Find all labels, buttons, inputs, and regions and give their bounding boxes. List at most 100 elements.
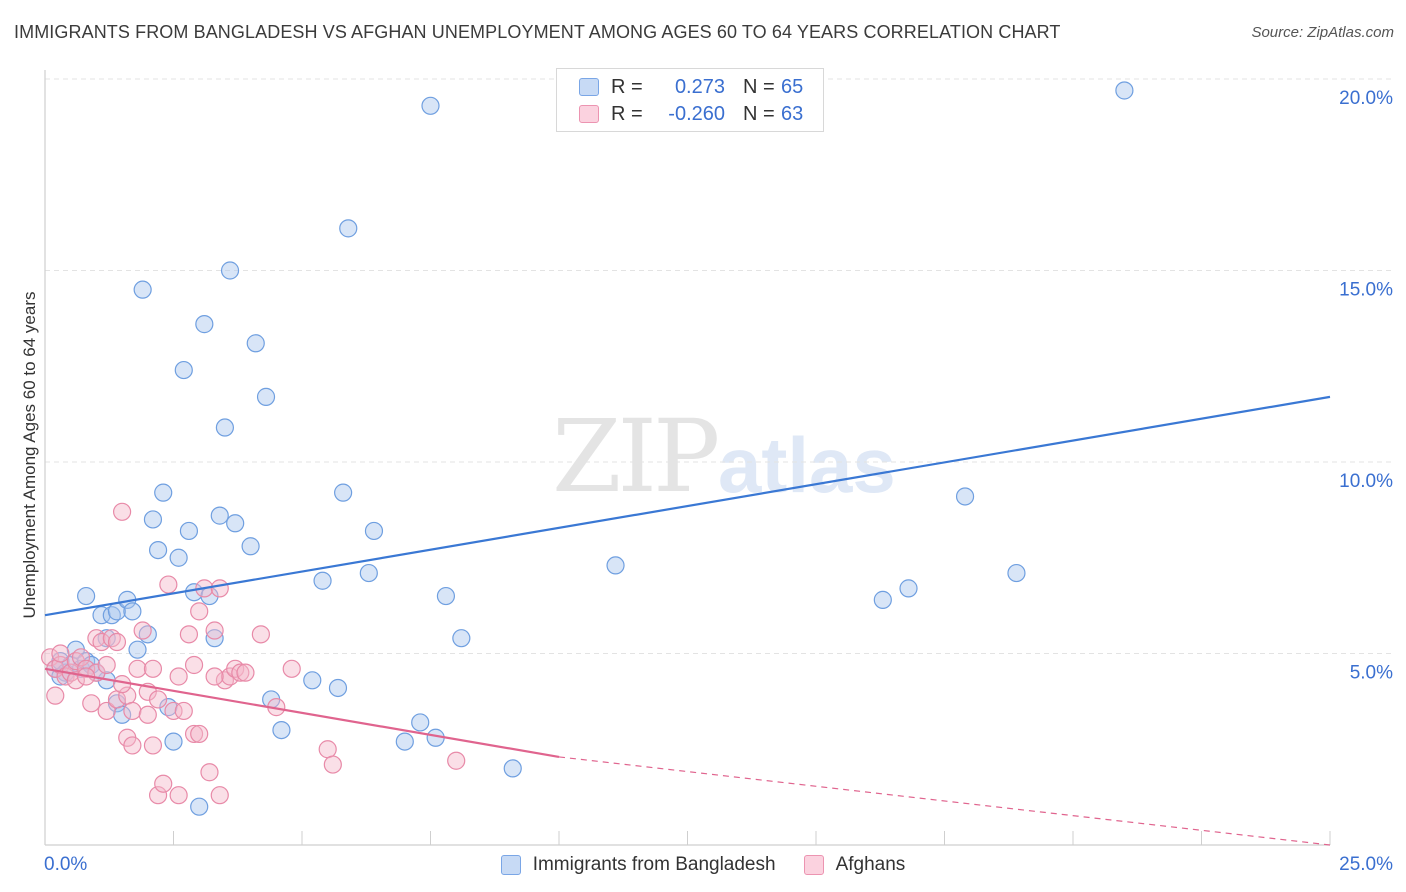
point-afghans xyxy=(318,740,337,759)
point-afghans xyxy=(46,686,65,705)
point-bangladesh xyxy=(272,720,291,740)
point-bangladesh xyxy=(339,219,358,238)
point-afghans xyxy=(123,736,142,755)
point-afghans xyxy=(133,621,152,640)
point-afghans xyxy=(190,602,209,621)
point-bangladesh xyxy=(174,360,193,380)
point-afghans xyxy=(138,705,157,724)
point-afghans xyxy=(159,575,178,594)
point-bangladesh xyxy=(421,96,440,115)
point-afghans xyxy=(210,786,229,805)
point-afghans xyxy=(107,632,127,652)
y-tick-label: 10.0% xyxy=(1339,471,1393,492)
point-bangladesh xyxy=(503,759,522,778)
point-bangladesh xyxy=(190,797,209,816)
point-afghans xyxy=(236,663,255,682)
point-afghans xyxy=(174,701,193,721)
point-afghans xyxy=(66,671,85,690)
legend-n-label: N = xyxy=(743,75,775,98)
point-afghans xyxy=(82,694,101,713)
watermark-atlas: atlas xyxy=(718,421,896,509)
point-bangladesh xyxy=(148,540,168,560)
point-bangladesh xyxy=(133,280,152,299)
point-afghans xyxy=(51,644,70,663)
series-label-bangladesh: Immigrants from Bangladesh xyxy=(532,854,776,875)
point-afghans xyxy=(184,655,204,675)
series-label-afghans: Afghans xyxy=(835,854,906,875)
legend-r-value: -0.260 xyxy=(668,102,725,125)
point-bangladesh xyxy=(77,586,96,606)
point-bangladesh xyxy=(220,261,240,280)
point-bangladesh xyxy=(606,556,625,575)
point-afghans xyxy=(148,690,168,709)
legend-row-afghans: R = -0.260 N = 63 xyxy=(579,101,803,127)
chart-title: IMMIGRANTS FROM BANGLADESH VS AFGHAN UNE… xyxy=(14,22,1061,42)
point-afghans xyxy=(154,774,173,793)
legend-swatch-blue xyxy=(579,78,599,96)
point-bangladesh xyxy=(215,418,234,437)
legend-n-value: 65 xyxy=(781,75,804,98)
legend-r-label: R = xyxy=(611,75,643,98)
point-bangladesh xyxy=(143,510,163,529)
point-afghans xyxy=(205,667,224,686)
point-afghans xyxy=(169,667,188,686)
point-bangladesh xyxy=(1115,81,1134,100)
point-afghans xyxy=(112,502,132,521)
point-bangladesh xyxy=(411,713,430,732)
point-afghans xyxy=(97,701,116,721)
point-bangladesh xyxy=(154,483,173,502)
point-afghans xyxy=(71,648,91,667)
point-bangladesh xyxy=(123,602,142,621)
point-bangladesh xyxy=(359,563,378,583)
legend-n-label: N = xyxy=(743,102,775,125)
trend-line-bangladesh xyxy=(44,395,1331,617)
point-bangladesh xyxy=(164,732,183,751)
point-bangladesh xyxy=(452,629,471,648)
point-afghans xyxy=(148,786,168,805)
point-bangladesh xyxy=(241,537,260,556)
point-afghans xyxy=(447,751,466,770)
point-afghans xyxy=(92,632,111,652)
point-bangladesh xyxy=(364,521,384,541)
point-bangladesh xyxy=(169,548,188,567)
point-bangladesh xyxy=(395,732,414,751)
series-swatch-blue xyxy=(500,855,521,875)
point-afghans xyxy=(143,736,163,755)
legend-swatch-pink xyxy=(579,105,599,123)
point-afghans xyxy=(190,724,209,744)
point-bangladesh xyxy=(107,694,127,713)
y-tick-label: 5.0% xyxy=(1350,663,1393,684)
y-axis-label: Unemployment Among Ages 60 to 64 years xyxy=(20,291,39,619)
point-afghans xyxy=(123,701,142,721)
point-bangladesh xyxy=(955,487,975,506)
watermark-zip: ZIP xyxy=(552,398,720,515)
point-afghans xyxy=(184,724,204,744)
legend-n-value: 63 xyxy=(781,102,804,125)
point-bangladesh xyxy=(313,571,332,590)
x-tick-label: 25.0% xyxy=(1339,854,1393,875)
point-bangladesh xyxy=(195,315,214,334)
point-bangladesh xyxy=(205,629,224,648)
point-afghans xyxy=(179,625,199,644)
point-bangladesh xyxy=(246,334,265,353)
point-afghans xyxy=(164,701,183,721)
source-label: Source: ZipAtlas.com xyxy=(1251,24,1394,41)
point-bangladesh xyxy=(303,671,322,690)
point-afghans xyxy=(231,663,250,682)
point-afghans xyxy=(251,625,270,644)
point-bangladesh xyxy=(436,586,456,606)
y-tick-label: 15.0% xyxy=(1339,280,1393,301)
x-tick-label: 0.0% xyxy=(44,854,87,875)
series-legend-bangladesh[interactable]: Immigrants from Bangladesh xyxy=(500,854,776,876)
point-bangladesh xyxy=(873,590,892,609)
legend-r-value: 0.273 xyxy=(674,75,725,98)
series-legend-afghans[interactable]: Afghans xyxy=(803,854,906,876)
legend-row-bangladesh: R = 0.273 N = 65 xyxy=(579,74,803,100)
trend-line-afghans xyxy=(44,667,560,758)
series-swatch-pink xyxy=(803,855,824,875)
point-bangladesh xyxy=(210,506,229,525)
point-afghans xyxy=(128,659,147,678)
point-afghans xyxy=(77,659,96,678)
point-afghans xyxy=(323,755,342,774)
correlation-legend: R = 0.273 N = 65 R = -0.260 N = 63 xyxy=(556,68,824,132)
